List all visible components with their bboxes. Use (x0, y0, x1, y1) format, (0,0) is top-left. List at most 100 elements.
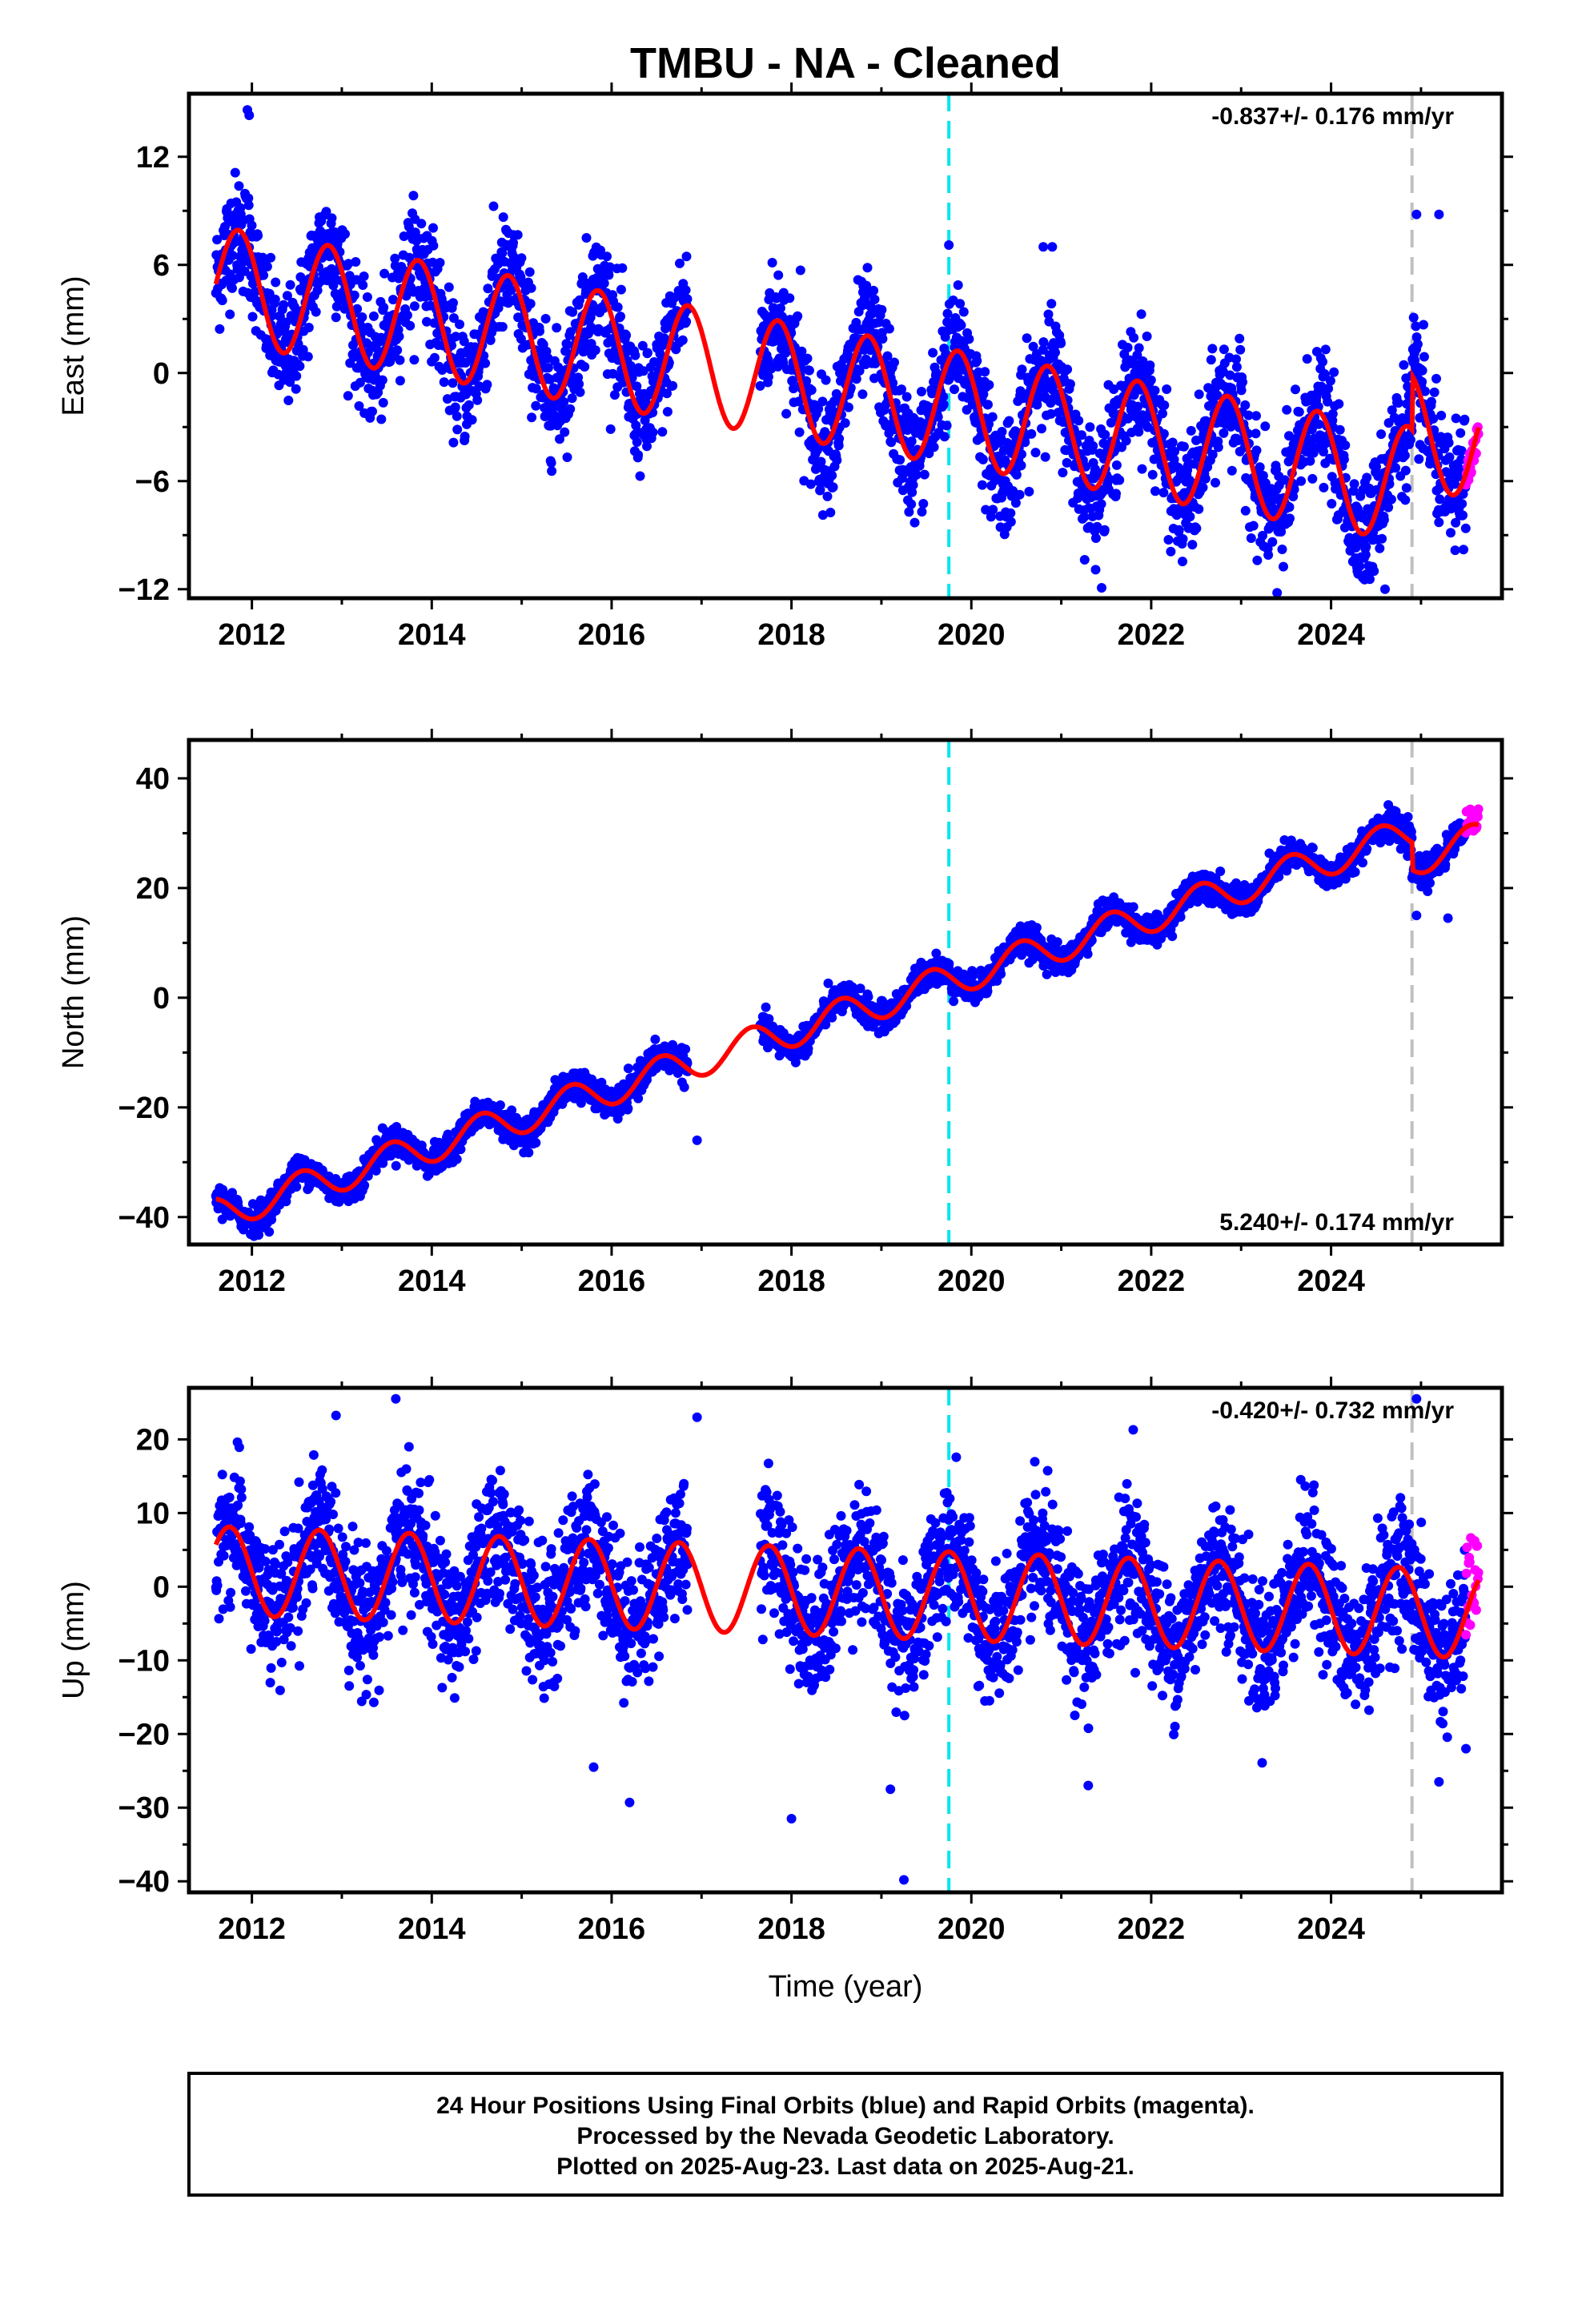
final-orbit-point (1272, 588, 1283, 598)
final-orbit-point (1047, 242, 1058, 252)
final-orbit-point (1458, 510, 1468, 521)
final-orbit-point (956, 320, 966, 331)
final-orbit-point (1456, 445, 1467, 456)
final-orbit-point (1329, 367, 1339, 377)
final-orbit-point (1419, 352, 1429, 362)
final-orbit-point (635, 471, 645, 481)
final-orbit-point (1011, 469, 1022, 480)
final-orbit-point (281, 317, 291, 328)
final-orbit-point (1016, 460, 1026, 471)
model-curve (213, 227, 1481, 537)
final-orbit-point (508, 238, 518, 248)
final-orbit-point (1348, 486, 1359, 496)
final-orbit-point (1142, 332, 1152, 341)
final-orbit-point (472, 395, 483, 405)
final-orbit-point (217, 1214, 227, 1224)
final-orbit-point (394, 332, 404, 342)
final-orbit-point (987, 412, 998, 422)
final-orbit-point (581, 233, 592, 243)
final-orbit-point (822, 491, 833, 501)
final-orbit-point (408, 191, 419, 201)
final-orbit-point (964, 334, 974, 344)
final-orbit-point (939, 432, 950, 442)
final-orbit-point (1238, 377, 1247, 388)
final-orbit-point (1255, 462, 1265, 472)
final-orbit-point (452, 1154, 462, 1164)
final-orbit-point (1362, 472, 1372, 483)
figure-title: TMBU - NA - Cleaned (630, 39, 1061, 87)
final-orbit-point (1062, 364, 1073, 375)
final-orbit-point (617, 263, 628, 273)
final-orbit-point (1335, 424, 1345, 435)
final-orbit-point (1174, 525, 1184, 535)
final-orbit-point (1251, 411, 1261, 421)
final-orbit-point (884, 324, 894, 334)
final-orbit-point (604, 270, 614, 280)
final-orbit-point (917, 387, 926, 396)
final-orbit-point (1377, 533, 1387, 544)
final-orbit-point (1365, 574, 1375, 585)
final-orbit-point (1163, 535, 1174, 545)
final-orbit-point (1077, 430, 1086, 440)
final-orbit-point (1046, 299, 1057, 309)
final-orbit-point (1296, 476, 1307, 486)
final-orbit-point (1187, 540, 1198, 550)
final-orbit-point (755, 380, 765, 391)
final-orbit-point (247, 312, 258, 322)
final-orbit-point (1450, 545, 1460, 556)
final-orbit-point (395, 355, 405, 365)
final-orbit-point (1391, 463, 1401, 473)
final-orbit-point (244, 111, 255, 120)
final-orbit-point (516, 334, 526, 344)
final-orbit-point (402, 310, 412, 320)
final-orbit-point (602, 251, 612, 262)
final-orbit-point (1376, 429, 1387, 440)
final-orbit-point (631, 420, 641, 431)
final-orbit-point (303, 352, 313, 362)
final-orbit-point (662, 388, 672, 399)
final-orbit-point (553, 362, 564, 372)
final-orbit-point (442, 394, 452, 404)
final-orbit-point (825, 508, 836, 517)
final-orbit-point (1146, 375, 1156, 385)
final-orbit-point (1414, 454, 1424, 464)
final-orbit-point (833, 440, 844, 451)
final-orbit-point (817, 396, 828, 407)
final-orbit-point (1085, 422, 1095, 432)
final-orbit-point (857, 389, 868, 400)
final-orbit-point (1200, 473, 1211, 484)
final-orbit-point (460, 432, 470, 441)
final-orbit-point (907, 487, 917, 497)
final-orbit-point (1349, 479, 1359, 489)
final-orbit-point (331, 312, 341, 323)
final-orbit-point (650, 1034, 661, 1044)
final-orbit-point (795, 265, 805, 275)
final-orbit-point (843, 402, 853, 412)
final-orbit-point (291, 371, 302, 381)
final-orbit-point (821, 375, 831, 385)
final-orbit-point (1014, 489, 1025, 500)
final-orbit-point (1246, 533, 1256, 543)
final-orbit-point (895, 455, 905, 465)
final-orbit-point (512, 230, 523, 240)
final-orbit-point (321, 207, 331, 217)
final-orbit-point (1219, 428, 1229, 438)
final-orbit-point (1411, 209, 1422, 219)
final-orbit-point (928, 348, 938, 358)
final-orbit-point (1314, 419, 1324, 429)
final-orbit-point (391, 1160, 401, 1171)
final-orbit-point (984, 380, 994, 390)
final-orbit-point (291, 1182, 302, 1192)
final-orbit-point (773, 270, 784, 280)
final-orbit-point (1285, 513, 1295, 524)
final-orbit-point (1194, 504, 1204, 514)
final-orbit-point (1436, 410, 1447, 420)
final-orbit-point (938, 400, 949, 410)
final-orbit-point (1109, 384, 1119, 394)
east-panel: 2012 2014 2016 2018 2020 2022 20241260−6−12Eas… (57, 82, 1513, 652)
final-orbit-point (527, 412, 537, 423)
final-orbit-point (1383, 502, 1394, 513)
final-orbit-point (262, 261, 272, 271)
final-orbit-point (1240, 505, 1251, 516)
final-orbit-point (632, 437, 642, 447)
